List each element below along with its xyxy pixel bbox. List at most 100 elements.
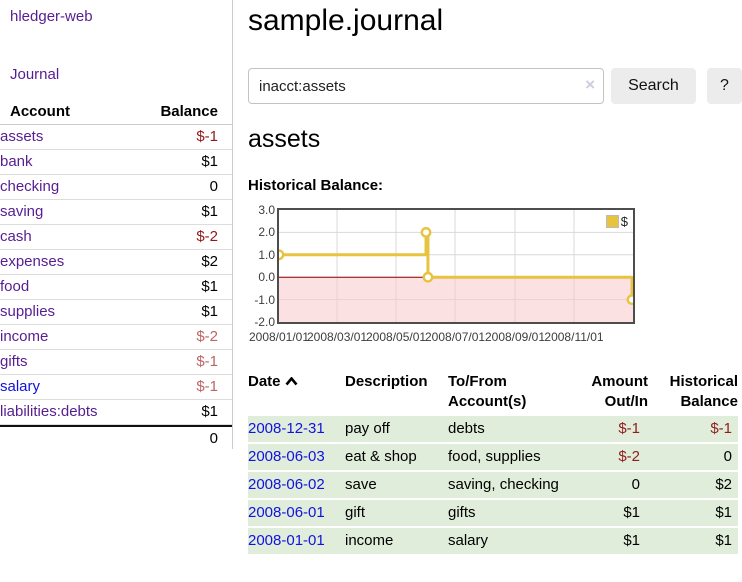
account-balance: $-1	[196, 378, 218, 395]
transaction-date-link[interactable]: 2008-01-01	[248, 532, 325, 549]
cell-balance: $-1	[648, 416, 738, 442]
total-row: 0	[0, 425, 232, 451]
account-list: assets $-1 bank $1 checking 0 saving $1 …	[0, 125, 232, 425]
register-row: 2008-01-01 income salary $1 $1	[248, 528, 738, 554]
x-axis-tick-label: 2008/09/01	[484, 330, 546, 344]
col-header-amount: Amount Out/In	[570, 370, 648, 414]
transaction-date-link[interactable]: 2008-06-02	[248, 476, 325, 493]
nav-journal-link[interactable]: Journal	[10, 66, 60, 83]
cell-amount: $1	[570, 500, 648, 526]
legend-label: $	[620, 214, 628, 229]
account-link[interactable]: bank	[0, 153, 33, 170]
chart-canvas	[279, 210, 633, 322]
col-header-date-label: Date	[248, 373, 281, 390]
x-axis-tick-label: 2008/05/01	[366, 330, 427, 344]
y-axis-tick-label: -2.0	[254, 315, 275, 329]
account-link[interactable]: assets	[0, 128, 44, 145]
legend-swatch-icon	[605, 215, 619, 228]
register-header-row: Date Description To/From Account(s) Amou…	[248, 370, 738, 414]
transaction-date-link[interactable]: 2008-12-31	[248, 420, 325, 437]
cell-accounts: debts	[448, 416, 570, 442]
account-row: supplies $1	[0, 300, 232, 325]
app-brand-link[interactable]: hledger-web	[10, 8, 93, 25]
help-button[interactable]: ?	[706, 68, 742, 104]
account-row: checking 0	[0, 175, 232, 200]
cell-date: 2008-06-01	[248, 500, 345, 526]
account-balance: $-2	[196, 228, 218, 245]
cell-amount: $1	[570, 528, 648, 554]
account-link[interactable]: cash	[0, 228, 32, 245]
cell-amount: 0	[570, 472, 648, 498]
cell-accounts: gifts	[448, 500, 570, 526]
cell-date: 2008-01-01	[248, 528, 345, 554]
account-row: saving $1	[0, 200, 232, 225]
total-balance: 0	[209, 430, 218, 447]
cell-amount: $-2	[570, 444, 648, 470]
search-button[interactable]: Search	[611, 68, 696, 104]
cell-balance: $1	[648, 528, 738, 554]
cell-balance: 0	[648, 444, 738, 470]
main-content: sample.journal × Search ? assets Histori…	[248, 0, 742, 556]
cell-date: 2008-12-31	[248, 416, 345, 442]
account-table-header: Account Balance	[0, 100, 232, 125]
account-row: assets $-1	[0, 125, 232, 150]
account-balance: $1	[201, 403, 218, 420]
register-row: 2008-06-02 save saving, checking 0 $2	[248, 472, 738, 498]
chart-legend: $	[605, 214, 628, 229]
account-link[interactable]: food	[0, 278, 30, 295]
cell-balance: $1	[648, 500, 738, 526]
search-input-wrap: ×	[248, 68, 605, 104]
transaction-date-link[interactable]: 2008-06-01	[248, 504, 325, 521]
account-link[interactable]: income	[0, 328, 49, 345]
register-rows: 2008-12-31 pay off debts $-1 $-1 2008-06…	[248, 416, 738, 554]
cell-accounts: salary	[448, 528, 570, 554]
account-link[interactable]: gifts	[0, 353, 28, 370]
clear-search-icon[interactable]: ×	[585, 75, 596, 94]
col-header-accounts: To/From Account(s)	[448, 370, 570, 414]
y-axis-tick-label: 2.0	[258, 225, 275, 240]
register-row: 2008-06-01 gift gifts $1 $1	[248, 500, 738, 526]
account-link[interactable]: salary	[0, 378, 41, 395]
chart-heading: Historical Balance:	[248, 177, 384, 194]
cell-date: 2008-06-03	[248, 444, 345, 470]
account-link[interactable]: checking	[0, 178, 60, 195]
account-balance: $1	[201, 203, 218, 220]
col-header-balance: Historical Balance	[648, 370, 738, 414]
account-row: bank $1	[0, 150, 232, 175]
sidebar: hledger-web Journal Account Balance asse…	[0, 0, 233, 449]
search-input[interactable]	[248, 68, 605, 104]
account-balance: $1	[201, 303, 218, 320]
cell-balance: $2	[648, 472, 738, 498]
x-axis-tick-label: 2008/07/01	[425, 330, 486, 344]
col-header-description: Description	[345, 370, 448, 414]
account-column-header: Account	[10, 103, 70, 120]
cell-accounts: food, supplies	[448, 444, 570, 470]
account-link[interactable]: liabilities:debts	[0, 403, 98, 420]
account-row: salary $-1	[0, 375, 232, 400]
account-balance: 0	[209, 178, 218, 195]
x-axis-tick-label: 2008/01/01	[248, 330, 310, 344]
account-link[interactable]: expenses	[0, 253, 65, 270]
x-axis-tick-label: 2008/11/01	[544, 330, 604, 344]
page-title: sample.journal	[248, 4, 444, 37]
register-row: 2008-06-03 eat & shop food, supplies $-2…	[248, 444, 738, 470]
account-balance: $1	[201, 153, 218, 170]
account-row: gifts $-1	[0, 350, 232, 375]
transaction-date-link[interactable]: 2008-06-03	[248, 448, 325, 465]
account-balance: $-2	[196, 328, 218, 345]
account-link[interactable]: saving	[0, 203, 44, 220]
col-header-date[interactable]: Date	[248, 370, 345, 414]
chart-plot-area: $	[277, 208, 635, 324]
historical-balance-chart: $ 3.0 2.0 1.0 0.0 -1.0 -2.0 2008/01/01 2008/03/…	[248, 203, 742, 349]
cell-description: eat & shop	[345, 444, 448, 470]
search-bar: × Search ?	[248, 68, 742, 104]
account-row: cash $-2	[0, 225, 232, 250]
account-row: liabilities:debts $1	[0, 400, 232, 425]
balance-column-header: Balance	[160, 103, 218, 120]
account-row: income $-2	[0, 325, 232, 350]
cell-description: gift	[345, 500, 448, 526]
account-link[interactable]: supplies	[0, 303, 56, 320]
cell-date: 2008-06-02	[248, 472, 345, 498]
account-row: expenses $2	[0, 250, 232, 275]
account-balance: $2	[201, 253, 218, 270]
